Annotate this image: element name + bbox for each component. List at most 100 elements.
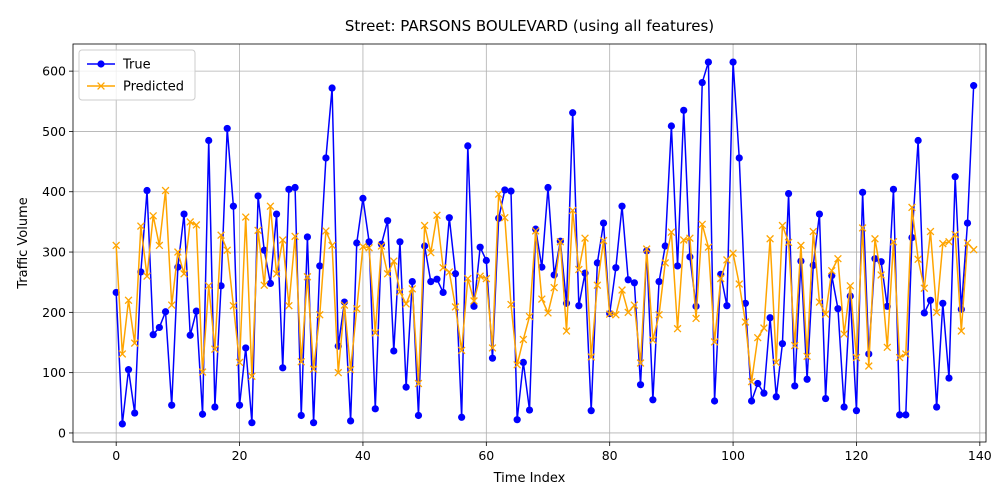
true-point bbox=[655, 277, 663, 286]
predicted-point bbox=[945, 237, 953, 246]
predicted-point bbox=[272, 269, 281, 278]
predicted-point bbox=[784, 238, 793, 247]
predicted-point bbox=[396, 287, 404, 296]
predicted-point bbox=[303, 272, 312, 281]
predicted-point bbox=[136, 222, 145, 230]
true-point bbox=[476, 243, 484, 251]
true-point bbox=[439, 288, 447, 297]
true-point bbox=[143, 186, 151, 195]
predicted-point bbox=[587, 353, 596, 361]
predicted-point bbox=[192, 221, 201, 229]
predicted-point bbox=[772, 358, 781, 367]
predicted-point bbox=[488, 344, 497, 352]
predicted-point bbox=[365, 243, 373, 252]
true-series-line bbox=[115, 61, 975, 425]
predicted-point bbox=[574, 265, 583, 274]
axis-ticks: 0 20 40 60 80 100 120 140 0 100 200 300 400 500 600 bbox=[42, 64, 992, 463]
predicted-point bbox=[359, 242, 367, 251]
predicted-point bbox=[402, 300, 410, 308]
true-point bbox=[205, 136, 213, 145]
true-point bbox=[926, 296, 935, 304]
true-point bbox=[322, 154, 330, 162]
predicted-point bbox=[149, 212, 158, 220]
predicted-point bbox=[463, 274, 472, 283]
predicted-point bbox=[112, 241, 121, 250]
x-tick-label: 20 bbox=[232, 448, 248, 463]
true-point bbox=[686, 253, 694, 261]
predicted-point bbox=[698, 220, 707, 229]
true-point bbox=[889, 185, 898, 193]
predicted-point bbox=[729, 249, 737, 258]
true-point bbox=[729, 58, 737, 66]
predicted-point bbox=[710, 338, 719, 346]
true-point bbox=[408, 277, 416, 286]
predicted-point bbox=[254, 226, 262, 235]
true-point bbox=[328, 84, 336, 92]
legend: True Predicted bbox=[78, 49, 196, 101]
predicted-point bbox=[241, 213, 250, 221]
predicted-point bbox=[901, 350, 910, 358]
predicted-point bbox=[642, 245, 651, 253]
true-point bbox=[365, 238, 373, 246]
predicted-point bbox=[334, 368, 343, 377]
true-point bbox=[544, 183, 552, 192]
predicted-point bbox=[180, 269, 188, 278]
predicted-point bbox=[649, 336, 657, 344]
predicted-point bbox=[507, 300, 515, 309]
true-point bbox=[815, 210, 824, 218]
legend-predicted-label: Predicted bbox=[123, 80, 184, 95]
true-point bbox=[211, 403, 219, 411]
predicted-point bbox=[229, 301, 238, 310]
true-point bbox=[235, 401, 244, 409]
predicted-point bbox=[285, 301, 293, 310]
predicted-point bbox=[766, 234, 774, 243]
true-point bbox=[636, 381, 645, 389]
predicted-point bbox=[494, 190, 503, 199]
true-point bbox=[260, 246, 268, 254]
predicted-point bbox=[562, 327, 571, 335]
predicted-point bbox=[741, 318, 750, 326]
true-point bbox=[458, 413, 466, 421]
predicted-point bbox=[667, 228, 676, 237]
true-point bbox=[939, 299, 947, 307]
predicted-point bbox=[797, 241, 805, 250]
true-point bbox=[630, 279, 638, 287]
predicted-point bbox=[198, 368, 207, 376]
predicted-point bbox=[932, 308, 941, 317]
predicted-point bbox=[636, 359, 645, 367]
predicted-point bbox=[371, 328, 380, 337]
true-point bbox=[124, 366, 133, 374]
predicted-point bbox=[309, 365, 318, 373]
predicted-point bbox=[889, 237, 898, 246]
true-point bbox=[414, 411, 423, 420]
predicted-point bbox=[266, 202, 275, 211]
predicted-point bbox=[852, 353, 861, 362]
true-point bbox=[784, 189, 793, 198]
predicted-point bbox=[655, 310, 663, 319]
true-point bbox=[754, 379, 762, 388]
true-point bbox=[772, 393, 780, 401]
predicted-point bbox=[204, 281, 213, 290]
true-point bbox=[673, 262, 682, 270]
true-point bbox=[803, 375, 811, 383]
predicted-point bbox=[211, 345, 219, 353]
true-point bbox=[384, 217, 392, 225]
predicted-point bbox=[167, 301, 176, 309]
true-point bbox=[525, 406, 534, 414]
predicted-point bbox=[130, 339, 139, 347]
true-point bbox=[433, 275, 441, 283]
predicted-point bbox=[420, 221, 429, 230]
true-point bbox=[279, 364, 287, 372]
true-point bbox=[896, 411, 904, 419]
true-point bbox=[735, 154, 743, 162]
predicted-point bbox=[525, 312, 534, 321]
true-point bbox=[902, 411, 910, 419]
true-point bbox=[914, 136, 922, 145]
predicted-point bbox=[278, 236, 287, 244]
predicted-point bbox=[346, 365, 355, 374]
true-point bbox=[575, 302, 583, 310]
predicted-point bbox=[723, 256, 731, 264]
predicted-point bbox=[661, 259, 670, 267]
predicted-point bbox=[747, 377, 756, 386]
